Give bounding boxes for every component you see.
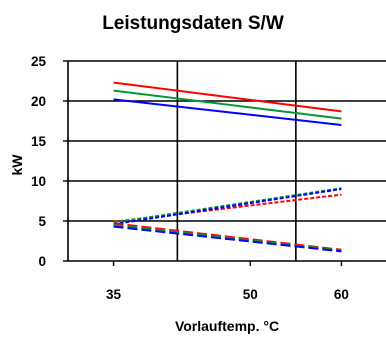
- x-tick-label: 35: [106, 287, 122, 302]
- series-line-dotted-6: [113, 188, 342, 226]
- axis-layer: [63, 60, 386, 266]
- series-line-dashed-9: [113, 225, 342, 253]
- y-tick-label: 5: [38, 214, 46, 229]
- series-line-solid-3: [113, 98, 342, 126]
- series-line-solid-2: [113, 89, 342, 120]
- y-tick-label: 20: [31, 94, 46, 109]
- x-axis-label: Vorlauftemp. °C: [175, 318, 279, 334]
- y-tick-label: 15: [31, 134, 47, 149]
- y-tick-label: 0: [38, 254, 46, 269]
- x-tick-label: 50: [243, 287, 258, 302]
- y-axis-label: kW: [9, 154, 25, 176]
- tick-label-layer: 0 5 10 15 20 25 35 50 60: [31, 54, 349, 302]
- y-tick-label: 10: [31, 174, 46, 189]
- chart-title: Leistungsdaten S/W: [102, 13, 284, 34]
- x-tick-label: 60: [334, 287, 349, 302]
- y-tick-label: 25: [31, 54, 47, 69]
- series-line-solid-1: [113, 81, 342, 113]
- series-layer: [113, 81, 342, 253]
